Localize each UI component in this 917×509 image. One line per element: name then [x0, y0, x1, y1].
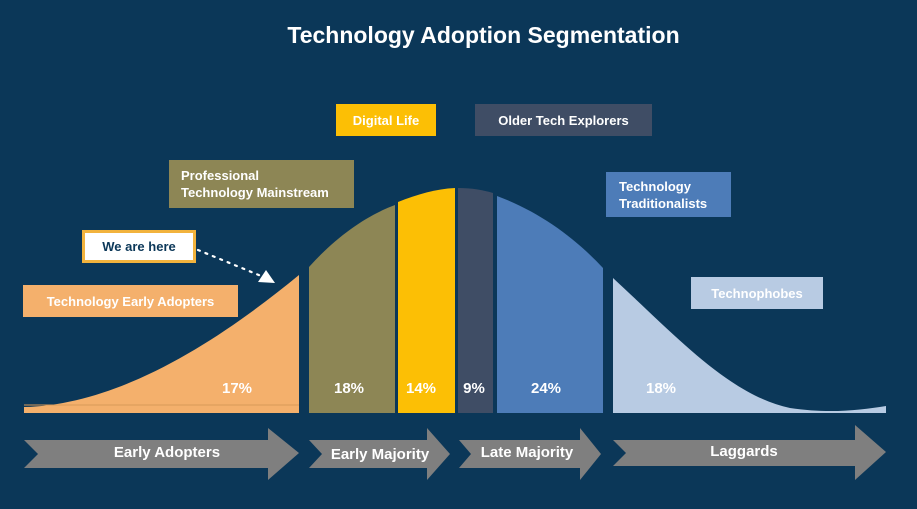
- phase-arrow-laggards: [613, 425, 886, 480]
- phase-arrow-early-majority: [309, 428, 450, 480]
- label-traditionalists-line1: Technology: [619, 178, 691, 194]
- label-digital-life-text: Digital Life: [352, 112, 420, 128]
- label-older-tech-explorers-text: Older Tech Explorers: [498, 112, 629, 128]
- pct-technophobes: 18%: [646, 380, 676, 397]
- label-traditionalists: Technology Traditionalists: [606, 172, 731, 217]
- label-professional-line1: Professional: [181, 168, 260, 183]
- label-early-adopters-tech: Technology Early Adopters: [23, 285, 238, 317]
- label-traditionalists-line2: Traditionalists: [619, 195, 708, 211]
- label-technophobes: Technophobes: [691, 277, 823, 309]
- phase-arrow-early-adopters: [24, 428, 299, 480]
- pct-professional-mainstream: 18%: [334, 380, 364, 397]
- we-are-here-callout: We are here: [82, 230, 196, 263]
- phase-label-late-majority: Late Majority: [481, 444, 574, 461]
- segment-early-adopters: [24, 275, 299, 413]
- pct-traditionalists: 24%: [531, 380, 561, 397]
- segment-technophobes: [613, 278, 886, 413]
- phase-label-laggards: Laggards: [710, 443, 778, 460]
- chart-title: Technology Adoption Segmentation: [287, 22, 680, 48]
- pointer-dotted-line: [196, 248, 268, 280]
- label-professional-mainstream: Professional Technology Mainstream: [169, 160, 354, 208]
- segment-digital-life: [398, 188, 455, 413]
- we-are-here-text: We are here: [102, 239, 176, 254]
- label-older-tech-explorers: Older Tech Explorers: [475, 104, 652, 136]
- pct-early-adopters: 17%: [222, 380, 252, 397]
- pointer-arrowhead: [258, 270, 275, 283]
- label-digital-life: Digital Life: [336, 104, 436, 136]
- segment-older-tech-explorers: [458, 188, 493, 413]
- segment-traditionalists: [497, 196, 603, 413]
- pct-digital-life: 14%: [406, 380, 436, 397]
- phase-label-early-majority: Early Majority: [331, 446, 430, 463]
- phase-label-early-adopters: Early Adopters: [114, 444, 220, 461]
- phase-arrow-late-majority: [459, 428, 601, 480]
- label-professional-line2: Technology Mainstream: [181, 185, 329, 200]
- label-early-adopters-tech-text: Technology Early Adopters: [46, 293, 215, 309]
- segment-professional-mainstream: [309, 205, 395, 413]
- pct-older-tech-explorers: 9%: [463, 380, 485, 397]
- label-technophobes-text: Technophobes: [711, 285, 803, 301]
